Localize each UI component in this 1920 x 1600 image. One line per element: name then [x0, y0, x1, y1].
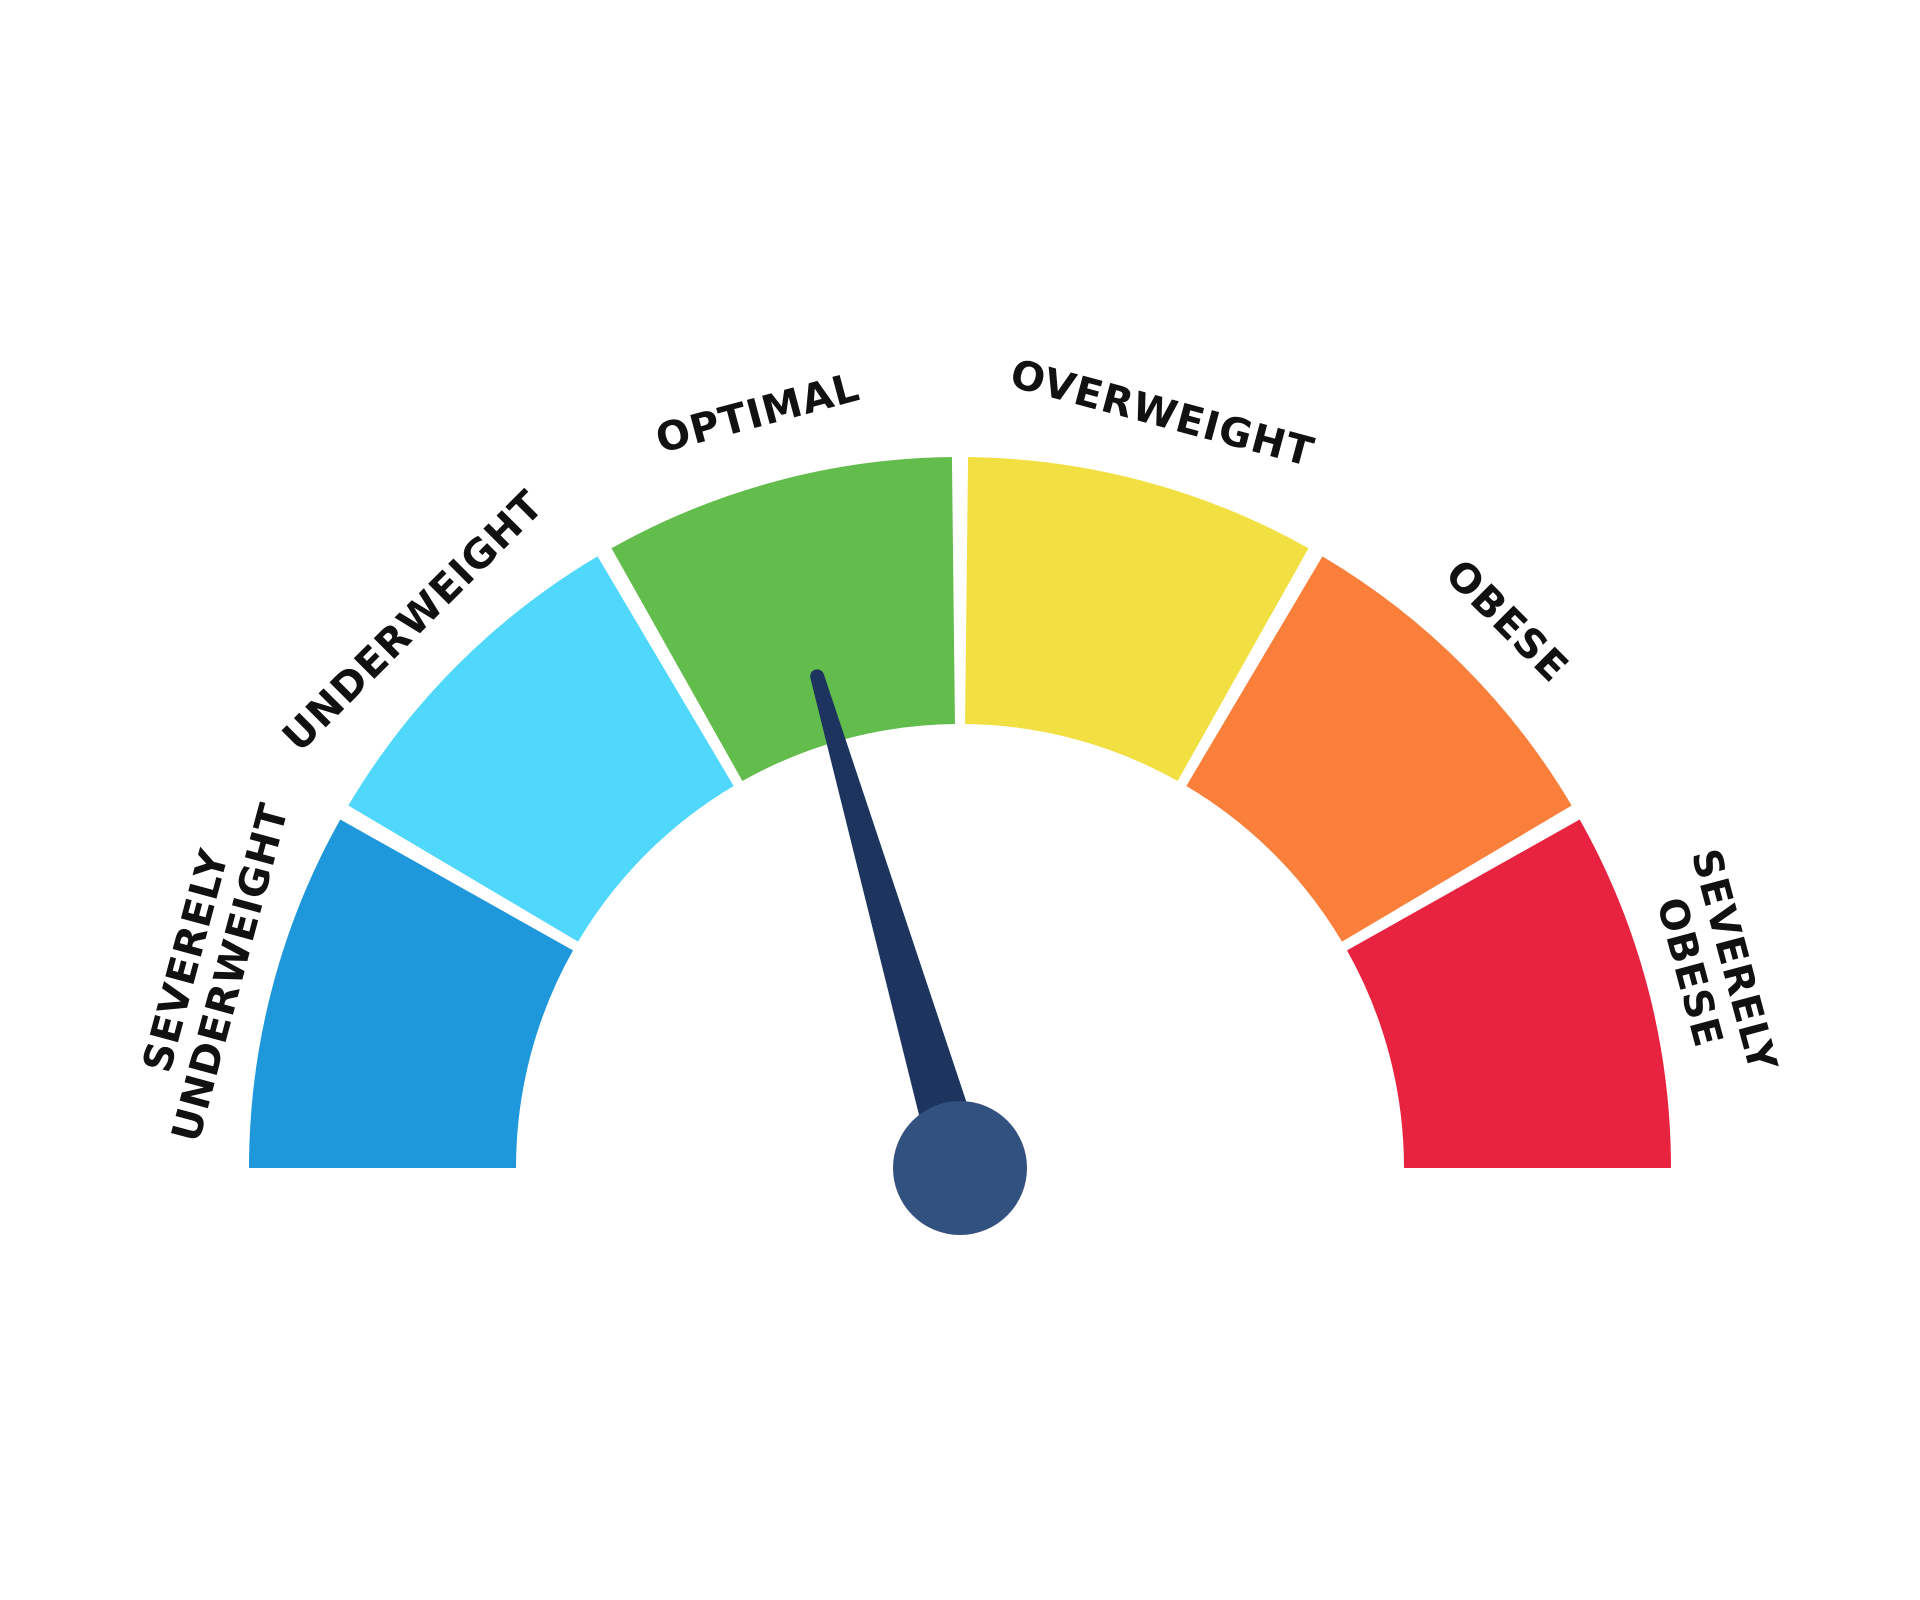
gauge-needle-group [810, 669, 1027, 1235]
gauge-segments [249, 457, 1671, 1168]
gauge-segment-obese [1186, 556, 1572, 942]
gauge-needle-hub [893, 1101, 1027, 1235]
gauge-segment-severely-obese [1347, 819, 1671, 1168]
gauge-segment-overweight [965, 457, 1309, 781]
gauge-needle [810, 669, 986, 1176]
gauge-label-overweight-line-1: OVERWEIGHT [1006, 351, 1319, 476]
gauge-segment-underweight [348, 556, 734, 942]
gauge-segment-severely-underweight [249, 819, 573, 1168]
gauge-segment-optimal [611, 457, 955, 781]
gauge-label-optimal-line-1: OPTIMAL [651, 364, 865, 462]
